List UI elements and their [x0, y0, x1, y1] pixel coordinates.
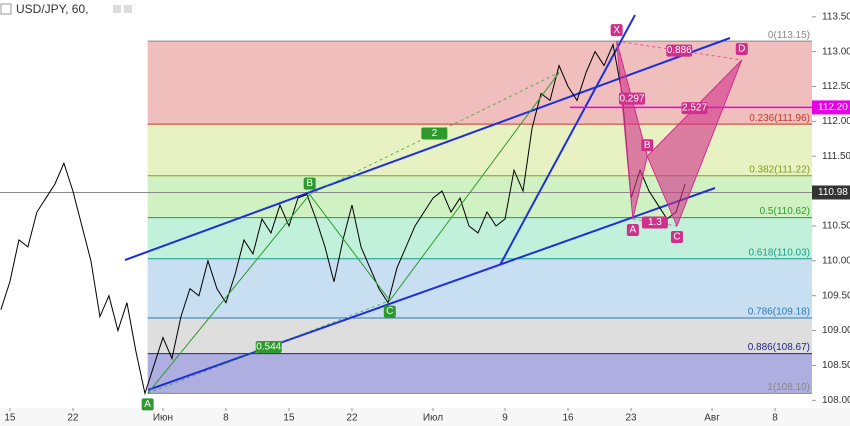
point-box [670, 230, 683, 243]
point-label: B [644, 140, 651, 151]
fib-label: 0.5(110.62) [760, 206, 810, 217]
collapse-icon[interactable] [0, 3, 12, 15]
point-label: X [613, 25, 620, 36]
fib-label: 0.382(111.22) [749, 164, 810, 175]
marked-price-label: 112.20 [818, 102, 848, 113]
x-tick-label: 15 [283, 413, 295, 424]
symbol-title: USD/JPY, 60, [16, 2, 88, 16]
x-tick-label: 8 [772, 413, 778, 424]
trend-line [124, 37, 731, 261]
trend-line [499, 14, 636, 266]
ratio-box [618, 92, 645, 105]
x-tick-label: 22 [67, 413, 79, 424]
marked-price-box [812, 100, 850, 115]
ratio-label: 2 [432, 128, 438, 139]
ratio-line [616, 41, 648, 157]
ratio-box [641, 216, 668, 229]
fib-label: 1(108.10) [767, 382, 810, 393]
ratio-label: 0.886 [667, 45, 692, 56]
point-label: C [386, 306, 393, 317]
fib-band [147, 353, 813, 394]
y-tick-label: 112.00 [822, 116, 850, 127]
ratio-line [147, 300, 390, 394]
y-tick-label: 113.50 [822, 11, 850, 22]
y-tick-label: 109.50 [822, 290, 850, 301]
fib-label: 0.886(108.67) [748, 342, 810, 353]
point-box [303, 177, 316, 190]
y-axis-band [812, 0, 850, 408]
point-label: A [630, 225, 637, 236]
y-tick-label: 108.00 [822, 395, 850, 406]
ratio-label: 0.297 [619, 93, 644, 104]
ratio-label: 0.544 [256, 342, 281, 353]
point-label: C [673, 232, 680, 243]
plot: 0(113.15) 0.236(111.96) 0.382(111.22) 0.5(1… [0, 14, 813, 411]
x-tick-label: 9 [502, 413, 508, 424]
x-tick-label: 22 [346, 413, 358, 424]
fib-label: 0.786(109.18) [748, 307, 810, 318]
point-label: D [738, 44, 745, 55]
y-tick-label: 108.50 [822, 360, 850, 371]
ratio-box [421, 127, 448, 140]
y-tick-label: 110.00 [822, 255, 850, 266]
current-price-box [812, 185, 850, 200]
point-box [641, 139, 654, 152]
ratio-box [666, 44, 693, 57]
x-tick-label: Июн [153, 413, 173, 424]
x-tick-label: Июл [423, 413, 443, 424]
y-tick-label: 112.50 [822, 81, 850, 92]
current-price-label: 110.98 [818, 187, 848, 198]
trend-line [147, 187, 716, 391]
close-icon[interactable] [124, 5, 132, 13]
x-tick-label: 23 [625, 413, 637, 424]
ratio-label: 2.527 [682, 103, 707, 114]
fib-label: 0(113.15) [768, 30, 810, 41]
y-tick-label: 111.50 [822, 151, 850, 162]
fib-label: 0.236(111.96) [749, 113, 810, 124]
point-label: B [306, 178, 313, 189]
ratio-line [632, 218, 678, 227]
point-box [610, 24, 623, 37]
pattern-leg [147, 72, 560, 394]
x-tick-label: Авг [704, 413, 720, 424]
y-tick-label: 109.00 [822, 325, 850, 336]
point-box [141, 398, 154, 411]
y-tick-label: 110.50 [822, 221, 850, 232]
fib-band [147, 258, 813, 319]
x-tick-label: 16 [562, 413, 574, 424]
fib-band [147, 318, 813, 354]
ratio-box [681, 102, 708, 115]
point-label: A [144, 399, 151, 410]
x-tick-label: 8 [223, 413, 229, 424]
point-box [626, 223, 639, 236]
fib-band [147, 175, 813, 218]
x-tick-label: 15 [4, 413, 16, 424]
fib-band [147, 217, 813, 259]
fib-label: 0.618(110.03) [748, 247, 810, 258]
ratio-box [255, 340, 282, 353]
price-line [0, 42, 686, 396]
ratio-label: 1.3 [648, 217, 662, 228]
settings-icon[interactable] [113, 5, 121, 13]
point-box [383, 305, 396, 318]
x-axis-band [0, 408, 850, 426]
y-tick-label: 113.00 [822, 46, 850, 57]
point-box [735, 42, 748, 55]
